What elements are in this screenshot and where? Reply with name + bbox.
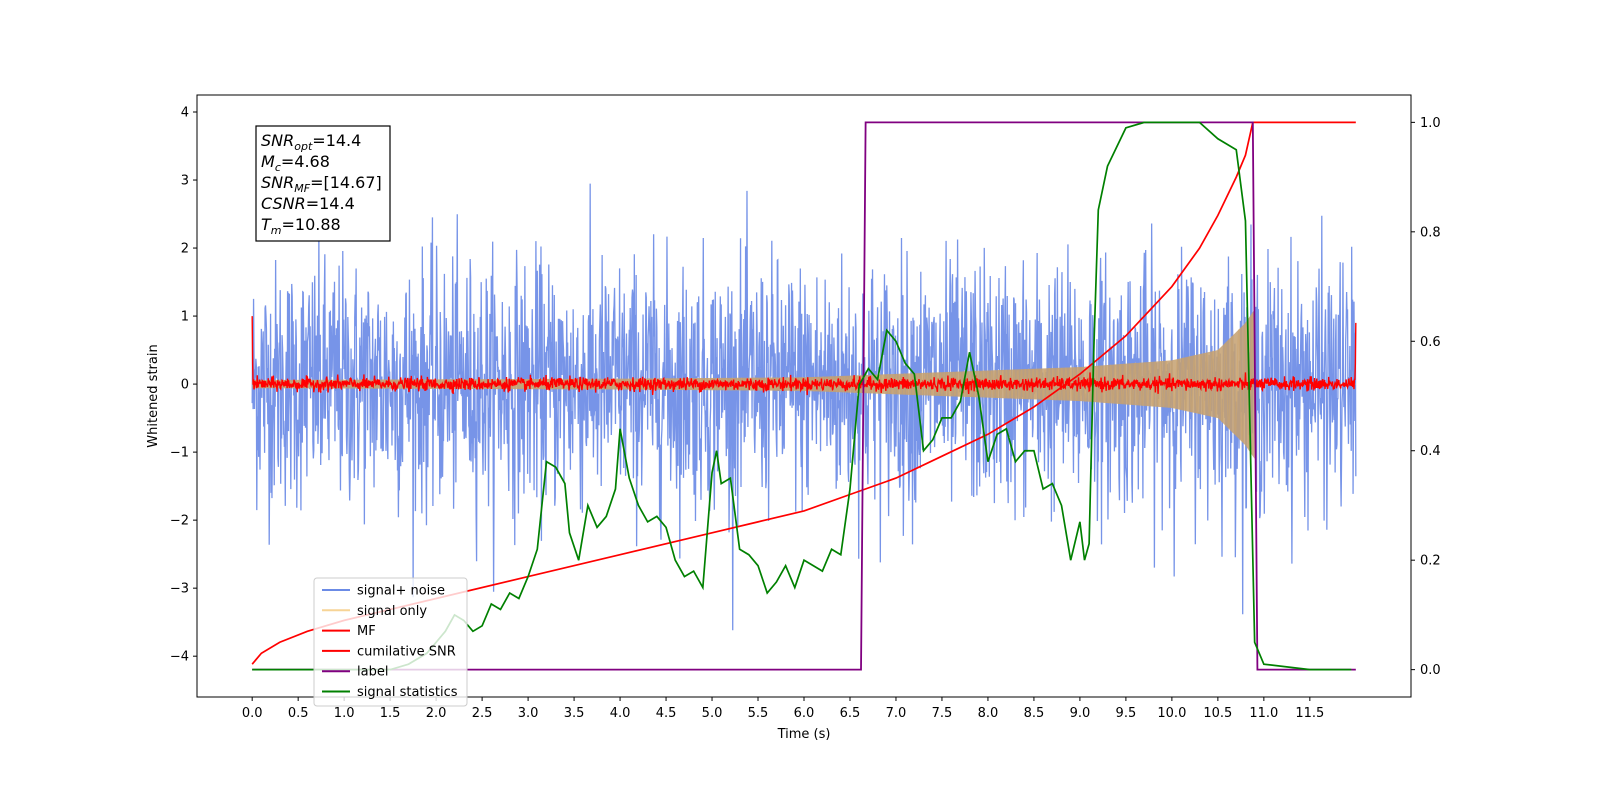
y-left-tick-label: −3 (170, 582, 189, 597)
x-tick-label: 10.5 (1203, 706, 1232, 721)
legend-label: cumilative SNR (357, 644, 456, 659)
y-axis-left: −4 −3 −2 −1 0 1 2 3 4 (170, 106, 197, 665)
series-mf (251, 316, 1357, 396)
y-right-tick-label: 0.4 (1420, 444, 1441, 459)
x-tick-label: 3.5 (564, 706, 585, 721)
annotation-line: Mc=4.68 (261, 152, 330, 174)
legend-label: signal only (357, 604, 427, 619)
x-tick-label: 8.0 (978, 706, 999, 721)
x-tick-label: 0.0 (242, 706, 263, 721)
annotation-line: CSNR=14.4 (261, 194, 355, 213)
x-tick-label: 9.0 (1070, 706, 1091, 721)
x-tick-label: 4.5 (656, 706, 677, 721)
legend-label: signal+ noise (357, 584, 445, 599)
x-tick-label: 4.0 (610, 706, 631, 721)
x-tick-label: 8.5 (1024, 706, 1045, 721)
x-axis: 0.0 0.5 1.0 1.5 2.0 2.5 3.0 3.5 4.0 4.5 5.0 5.5 6.0 6… (242, 697, 1324, 721)
x-tick-label: 2.5 (472, 706, 493, 721)
legend-label: MF (357, 624, 376, 639)
x-tick-label: 10.0 (1157, 706, 1186, 721)
annotation-line: SNRopt=14.4 (261, 131, 361, 153)
y-right-tick-label: 0.6 (1420, 335, 1441, 350)
y-left-tick-label: 0 (181, 378, 189, 393)
x-tick-label: 1.5 (380, 706, 401, 721)
x-tick-label: 3.0 (518, 706, 539, 721)
y-left-tick-label: 3 (181, 174, 189, 189)
series-layer (251, 121, 1357, 671)
y-axis-label: Whitened strain (146, 344, 161, 447)
y-left-tick-label: −2 (170, 514, 189, 529)
y-right-tick-label: 1.0 (1420, 116, 1441, 131)
x-tick-label: 6.0 (794, 706, 815, 721)
y-left-tick-label: −4 (170, 650, 189, 665)
x-tick-label: 7.5 (932, 706, 953, 721)
x-tick-label: 5.0 (702, 706, 723, 721)
x-tick-label: 6.5 (840, 706, 861, 721)
x-tick-label: 5.5 (748, 706, 769, 721)
x-tick-label: 2.0 (426, 706, 447, 721)
x-tick-label: 7.0 (886, 706, 907, 721)
series-signal-statistics (252, 121, 1352, 671)
y-left-tick-label: 1 (181, 310, 189, 325)
y-right-tick-label: 0.0 (1420, 663, 1441, 678)
legend-label: signal statistics (357, 685, 458, 700)
y-right-tick-label: 0.2 (1420, 554, 1441, 569)
y-left-tick-label: 2 (181, 242, 189, 257)
series-label (252, 121, 1356, 671)
x-axis-label: Time (s) (777, 727, 831, 742)
x-tick-label: 11.0 (1249, 706, 1278, 721)
x-tick-label: 1.0 (334, 706, 355, 721)
x-tick-label: 9.5 (1116, 706, 1137, 721)
y-left-tick-label: 4 (181, 106, 189, 121)
annotation-line: SNRMF=[14.67] (261, 173, 382, 195)
annotation-frame (255, 125, 391, 242)
annotation-line: Tm=10.88 (261, 215, 341, 237)
y-axis-right: 0.0 0.2 0.4 0.6 0.8 1.0 (1411, 116, 1441, 678)
legend-frame (313, 577, 468, 707)
x-tick-label: 11.5 (1295, 706, 1324, 721)
y-left-tick-label: −1 (170, 446, 189, 461)
legend: signal+ noise signal only MF cumilative SNR… (313, 577, 468, 707)
annotation-box: SNRopt=14.4Mc=4.68SNRMF=[14.67]CSNR=14.4… (255, 125, 391, 242)
y-right-tick-label: 0.8 (1420, 225, 1441, 240)
x-tick-label: 0.5 (288, 706, 309, 721)
legend-label: label (357, 665, 388, 680)
